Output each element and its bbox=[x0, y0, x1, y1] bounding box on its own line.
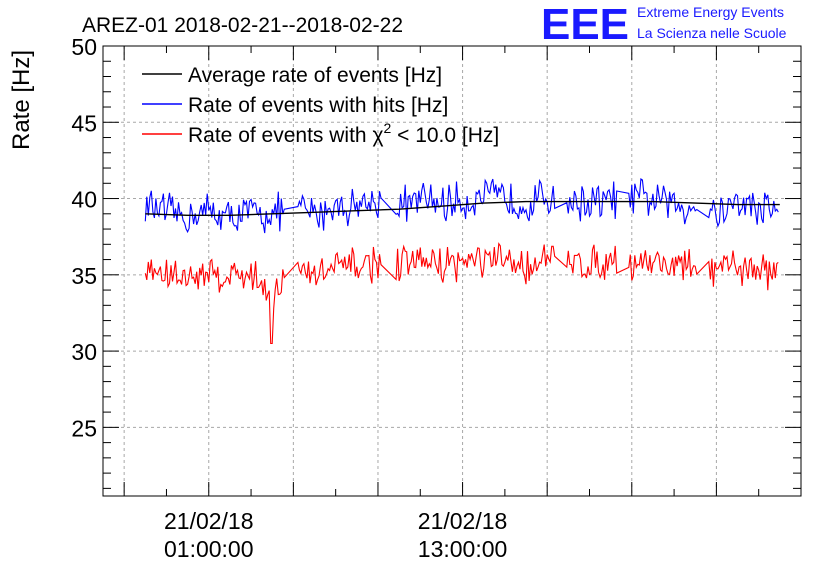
logo-line-1: Extreme Energy Events bbox=[637, 4, 784, 20]
x-tick-label-time: 13:00:00 bbox=[418, 536, 508, 562]
axes: 25303540455021/02/1801:00:0021/02/1813:0… bbox=[71, 34, 802, 562]
grid-lines bbox=[103, 45, 801, 496]
chart-title: AREZ-01 2018-02-21--2018-02-22 bbox=[82, 14, 403, 37]
legend-label: Rate of events with χ2 < 10.0 [Hz] bbox=[188, 120, 499, 147]
x-tick-label-date: 21/02/18 bbox=[164, 508, 254, 534]
eee-logo-letters: EEE bbox=[541, 0, 629, 49]
x-tick-label-time: 01:00:00 bbox=[164, 536, 254, 562]
legend: Average rate of events [Hz] Rate of event… bbox=[142, 64, 499, 147]
logo-line-2: La Scienza nelle Scuole bbox=[637, 25, 787, 41]
y-tick-label: 50 bbox=[71, 34, 97, 60]
legend-label: Rate of events with hits [Hz] bbox=[188, 94, 448, 117]
eee-logo: EEE Extreme Energy Events La Scienza nel… bbox=[541, 0, 787, 49]
x-tick-label-date: 21/02/18 bbox=[418, 508, 508, 534]
plot-frame bbox=[102, 45, 802, 497]
y-tick-label: 35 bbox=[71, 263, 97, 289]
legend-label: Average rate of events [Hz] bbox=[188, 64, 442, 87]
series-lines bbox=[144, 178, 780, 345]
y-tick-label: 40 bbox=[71, 187, 97, 213]
series-line-0 bbox=[145, 200, 780, 216]
y-axis-label: Rate [Hz] bbox=[8, 50, 35, 150]
series-line-1 bbox=[144, 178, 779, 234]
y-tick-label: 45 bbox=[71, 110, 97, 136]
series-line-2 bbox=[144, 242, 779, 345]
y-tick-label: 25 bbox=[71, 415, 97, 441]
y-tick-label: 30 bbox=[71, 339, 97, 365]
